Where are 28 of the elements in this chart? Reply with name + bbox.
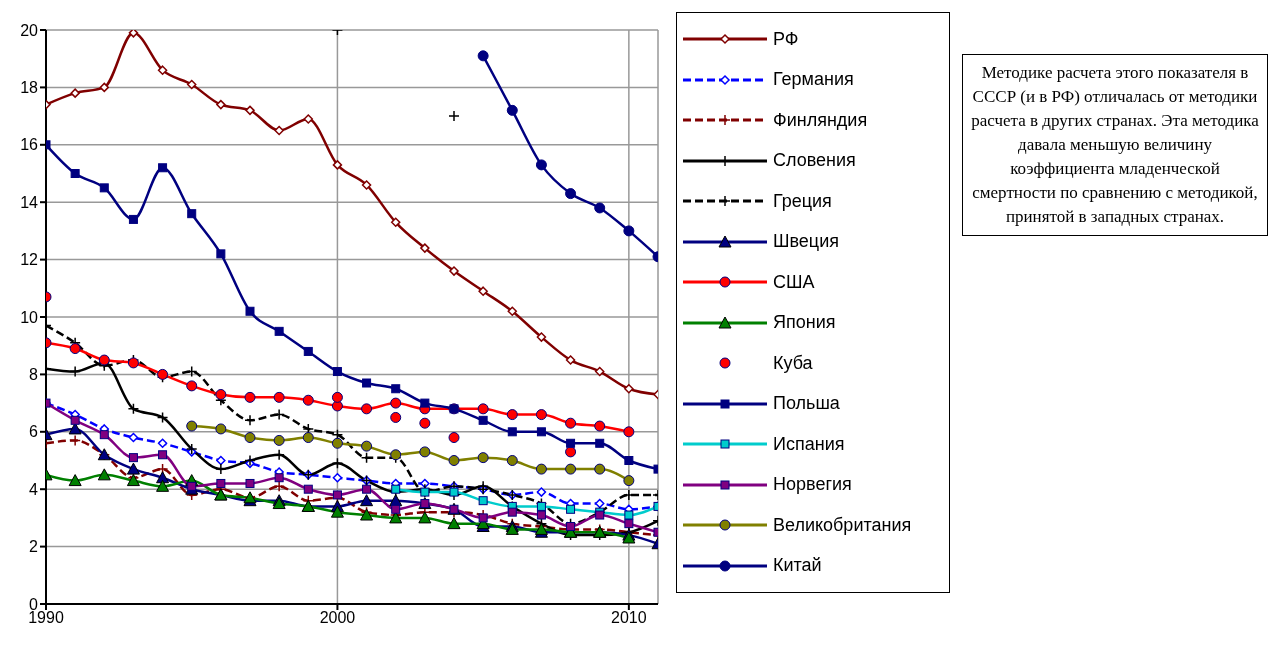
legend-label: Финляндия — [773, 109, 868, 131]
y-tick-label: 2 — [29, 538, 39, 556]
y-tick-label: 18 — [20, 79, 39, 97]
legend-label: РФ — [773, 28, 799, 50]
legend-label: Китай — [773, 555, 822, 577]
y-tick-label: 4 — [29, 480, 39, 498]
legend-label: Испания — [773, 433, 845, 455]
y-tick-label: 10 — [20, 308, 39, 326]
x-tick-label: 2010 — [611, 609, 647, 627]
y-tick-label: 16 — [20, 136, 39, 154]
legend-label: Норвегия — [773, 474, 852, 496]
y-tick-label: 8 — [29, 366, 39, 384]
legend-label: Япония — [773, 312, 836, 334]
legend-label: Великобритания — [773, 514, 912, 536]
legend-label: Польша — [773, 393, 840, 415]
text: Методике расчета этого показателя в СССР (и в РФ) отличалась от методики расчета в других странах. Эта методика давала меньшую величину коэффициента младенческой смертности по сравнению с методикой, принятой в западных странах. — [962, 54, 1268, 236]
x-tick-label: 1990 — [28, 609, 64, 627]
y-tick-label: 20 — [20, 21, 39, 39]
y-tick-label: 14 — [20, 193, 39, 211]
y-tick-label: 12 — [20, 251, 39, 269]
legend-label: Германия — [773, 69, 854, 91]
legend-label: Греция — [773, 190, 832, 212]
legend-label: Куба — [773, 352, 813, 374]
x-tick-label: 2000 — [319, 609, 356, 627]
y-tick-label: 6 — [29, 423, 39, 441]
legend-label: Швеция — [773, 231, 839, 253]
legend-label: США — [773, 271, 815, 293]
legend-label: Словения — [773, 150, 856, 172]
